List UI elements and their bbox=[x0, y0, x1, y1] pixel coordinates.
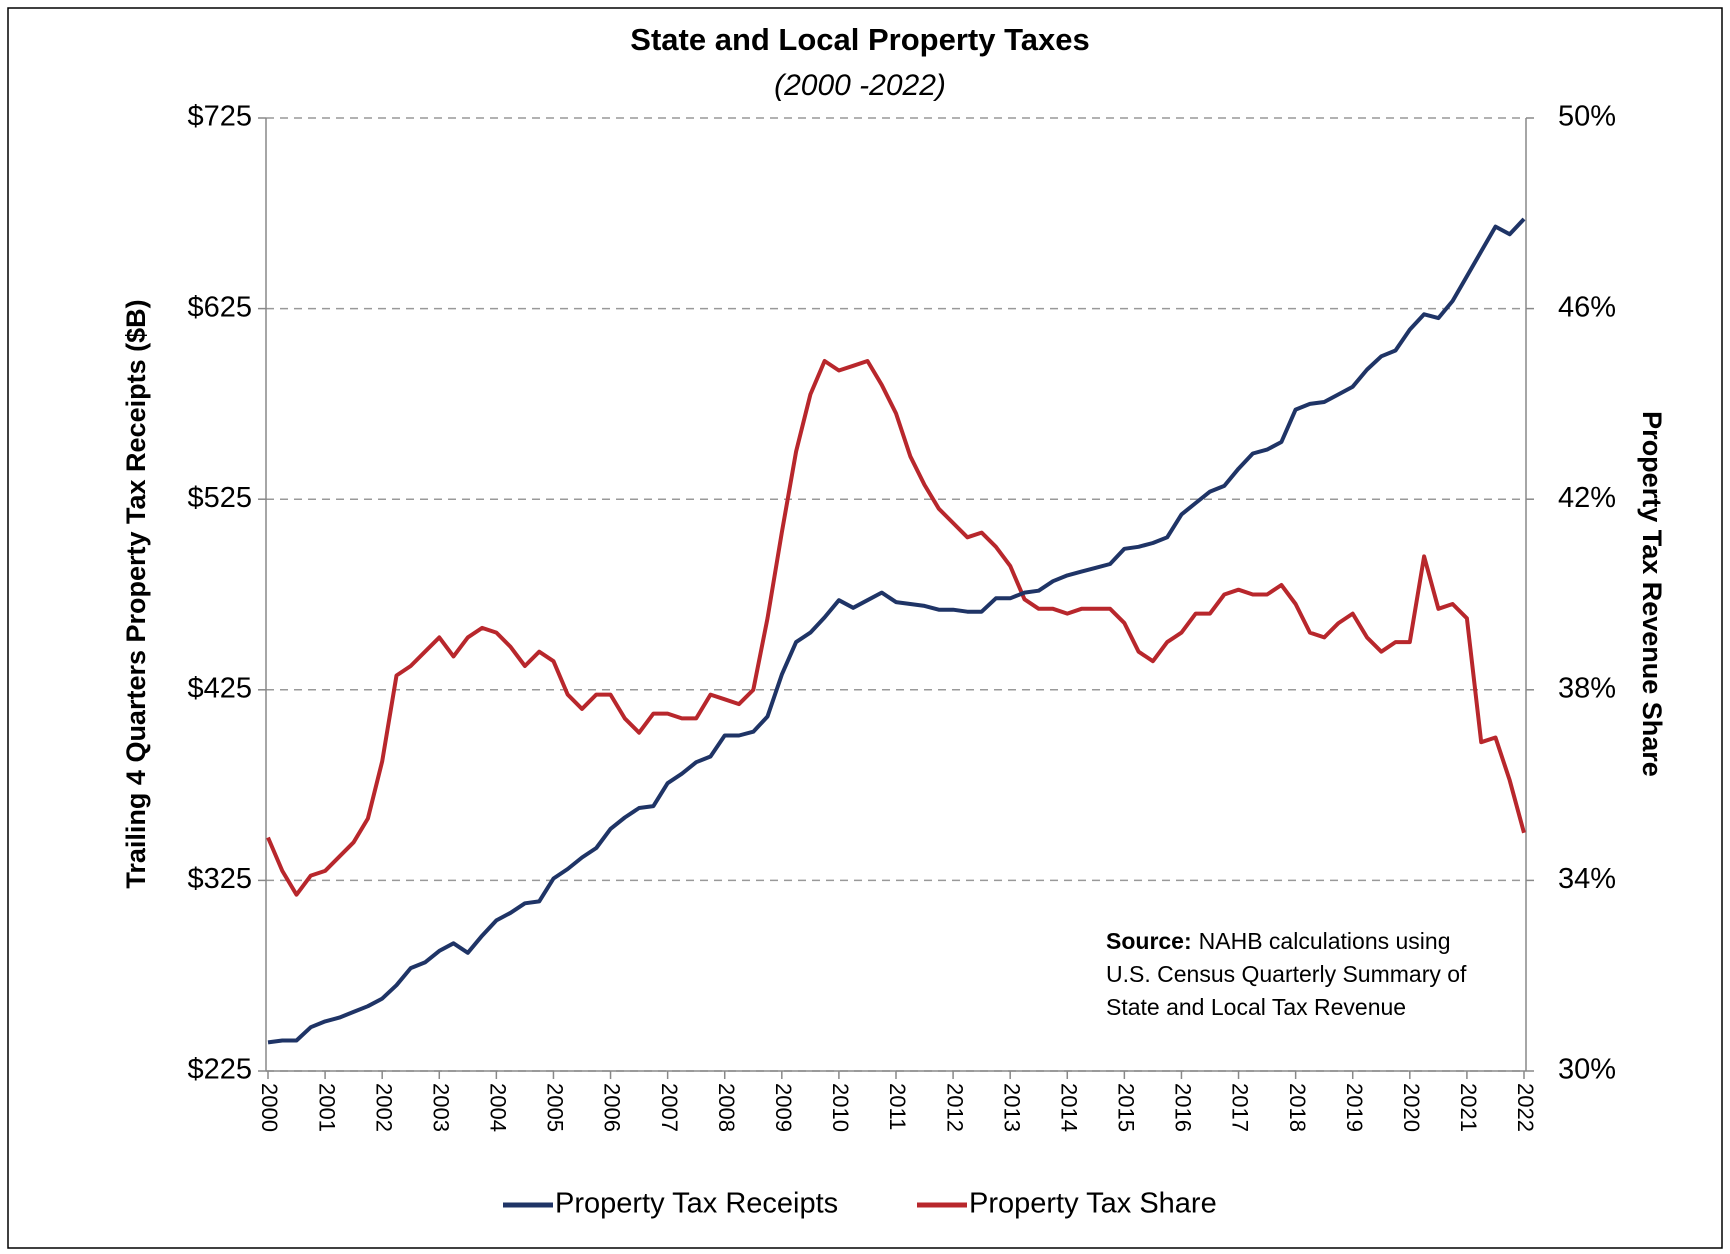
y2-tick-label: 46% bbox=[1558, 291, 1616, 323]
y-tick-label: $425 bbox=[187, 672, 252, 704]
x-tick-label: 2010 bbox=[828, 1083, 853, 1132]
y-tick-label: $725 bbox=[187, 101, 252, 133]
y2-tick-label: 34% bbox=[1558, 863, 1616, 895]
x-tick-label: 2020 bbox=[1399, 1083, 1424, 1132]
x-tick-label: 2017 bbox=[1228, 1083, 1253, 1132]
source-note: Source: NAHB calculations using bbox=[1106, 928, 1450, 954]
y2-axis-label: Property Tax Revenue Share bbox=[1637, 411, 1667, 777]
y-tick-label: $325 bbox=[187, 863, 252, 895]
source-line: NAHB calculations using bbox=[1199, 928, 1451, 954]
x-tick-label: 2013 bbox=[999, 1083, 1024, 1132]
source-line: U.S. Census Quarterly Summary of bbox=[1106, 961, 1467, 987]
chart-title: State and Local Property Taxes bbox=[630, 22, 1089, 57]
x-tick-label: 2019 bbox=[1342, 1083, 1367, 1132]
x-tick-label: 2008 bbox=[714, 1083, 739, 1132]
x-tick-label: 2022 bbox=[1513, 1083, 1538, 1132]
x-tick-label: 2012 bbox=[942, 1083, 967, 1132]
series-line bbox=[267, 217, 1526, 1045]
y2-tick-label: 38% bbox=[1558, 672, 1616, 704]
series-line bbox=[266, 359, 1526, 897]
y-tick-label: $625 bbox=[187, 291, 252, 323]
x-tick-label: 2006 bbox=[600, 1083, 625, 1132]
x-tick-label: 2011 bbox=[885, 1083, 910, 1130]
source-line: State and Local Tax Revenue bbox=[1106, 994, 1406, 1020]
source-label: Source: bbox=[1106, 928, 1192, 954]
x-tick-label: 2018 bbox=[1285, 1083, 1310, 1132]
x-tick-label: 2001 bbox=[314, 1083, 339, 1132]
x-tick-label: 2021 bbox=[1456, 1083, 1481, 1132]
chart-subtitle: (2000 -2022) bbox=[774, 69, 946, 102]
y-axis-label: Trailing 4 Quarters Property Tax Receipt… bbox=[121, 299, 151, 888]
x-tick-label: 2009 bbox=[771, 1083, 796, 1132]
x-tick-label: 2007 bbox=[657, 1083, 682, 1132]
x-tick-label: 2004 bbox=[486, 1083, 511, 1132]
y-tick-label: $225 bbox=[187, 1054, 252, 1086]
y2-tick-label: 30% bbox=[1558, 1054, 1616, 1086]
frame bbox=[7, 7, 1723, 1249]
x-tick-label: 2003 bbox=[428, 1083, 453, 1132]
y2-tick-label: 50% bbox=[1558, 101, 1616, 133]
x-tick-label: 2005 bbox=[543, 1083, 568, 1132]
x-tick-label: 2015 bbox=[1114, 1083, 1139, 1132]
x-tick-label: 2000 bbox=[257, 1083, 282, 1132]
legend-label: Property Tax Share bbox=[969, 1188, 1217, 1220]
x-tick-label: 2002 bbox=[371, 1083, 396, 1132]
y-tick-label: $525 bbox=[187, 482, 252, 514]
x-tick-label: 2016 bbox=[1171, 1083, 1196, 1132]
y2-tick-label: 42% bbox=[1558, 482, 1616, 514]
x-tick-label: 2014 bbox=[1056, 1083, 1081, 1132]
legend-label: Property Tax Receipts bbox=[555, 1188, 838, 1220]
